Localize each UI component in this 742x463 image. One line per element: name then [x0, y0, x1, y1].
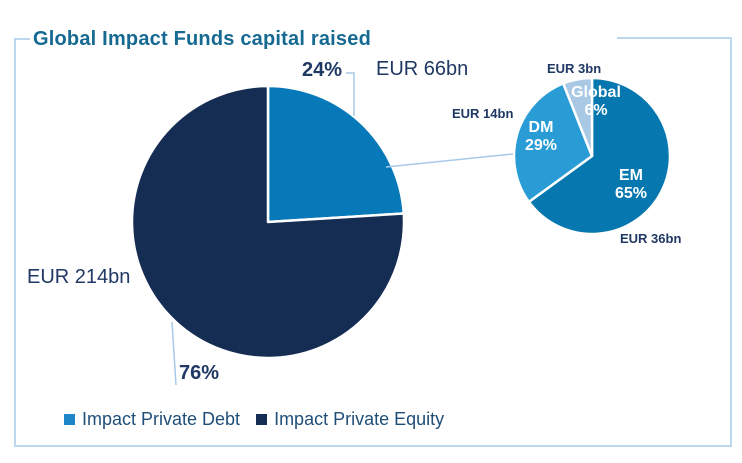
- debt-percent-label: 24%: [302, 59, 343, 81]
- dm-slice-label: DM 29%: [513, 119, 569, 155]
- legend-label-equity: Impact Private Equity: [274, 409, 445, 429]
- debt-swatch-icon: [64, 414, 75, 425]
- equity-percent-label: 76%: [179, 362, 220, 384]
- em-slice-percent: 65%: [614, 185, 648, 202]
- global-amount-label: EUR 3bn: [547, 61, 602, 76]
- legend-item-impact-private-debt: Impact Private Debt: [64, 409, 240, 430]
- legend-item-impact-private-equity: Impact Private Equity: [256, 409, 444, 430]
- global-slice-label: Global 6%: [568, 84, 624, 120]
- global-slice-name: Global: [571, 84, 621, 101]
- frame-border-left: [14, 38, 16, 447]
- debt-breakdown-pie: [512, 76, 672, 236]
- pie-slice-impact-private-equity: [130, 84, 406, 360]
- em-amount-label: EUR 36bn: [620, 231, 682, 246]
- dm-slice-name: DM: [528, 119, 554, 136]
- pie-slice-impact-private-debt: [266, 84, 405, 224]
- equity-swatch-icon: [256, 414, 268, 425]
- dm-amount-label: EUR 14bn: [452, 106, 514, 121]
- equity-amount-label: EUR 214bn: [27, 266, 131, 288]
- legend-label-debt: Impact Private Debt: [82, 409, 241, 429]
- pie-slice-dm: [512, 82, 594, 204]
- frame-border-right: [730, 37, 732, 447]
- pie-slice-global: [562, 76, 594, 158]
- chart-title: Global Impact Funds capital raised: [33, 28, 371, 50]
- global-slice-percent: 6%: [584, 102, 608, 119]
- frame-border-top-left: [14, 38, 30, 40]
- em-slice-name: EM: [619, 167, 643, 184]
- pie-slice-em: [527, 76, 672, 236]
- frame-border-top-right: [617, 37, 732, 39]
- em-slice-label: EM 65%: [603, 167, 659, 203]
- debt-amount-label: EUR 66bn: [376, 58, 469, 80]
- dm-slice-percent: 29%: [524, 137, 558, 154]
- legend: Impact Private Debt Impact Private Equit…: [64, 409, 444, 430]
- frame-border-bottom: [14, 445, 732, 447]
- main-pie-capital-raised: [130, 84, 406, 360]
